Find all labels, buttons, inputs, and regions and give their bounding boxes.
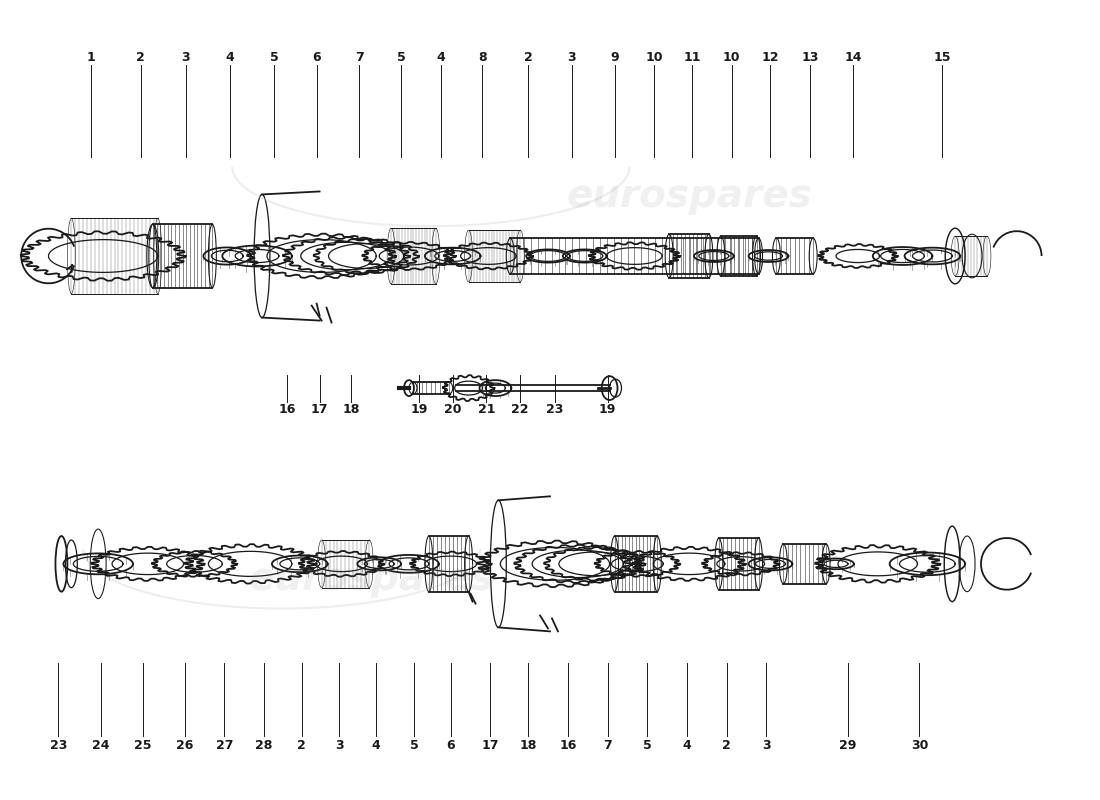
Text: 24: 24 [92,739,110,752]
Text: eurospares: eurospares [566,178,812,215]
Text: 14: 14 [844,51,861,64]
Text: 22: 22 [512,403,529,417]
Text: 7: 7 [355,51,364,64]
Text: 2: 2 [723,739,732,752]
Text: 16: 16 [559,739,576,752]
Text: 19: 19 [598,403,616,417]
Text: 3: 3 [182,51,190,64]
Text: 5: 5 [642,739,651,752]
Text: 27: 27 [216,739,233,752]
Text: 21: 21 [477,403,495,417]
Text: 3: 3 [568,51,576,64]
Text: 18: 18 [519,739,537,752]
Text: 16: 16 [278,403,296,417]
Text: eurospares: eurospares [249,560,494,598]
Text: 8: 8 [478,51,487,64]
Text: 3: 3 [336,739,344,752]
Text: 13: 13 [802,51,818,64]
Text: 26: 26 [176,739,194,752]
Text: 5: 5 [409,739,418,752]
Text: 9: 9 [610,51,619,64]
Text: 5: 5 [270,51,278,64]
Text: 23: 23 [547,403,563,417]
Text: 30: 30 [911,739,928,752]
Text: 15: 15 [934,51,952,64]
Text: 11: 11 [683,51,701,64]
Text: 6: 6 [312,51,321,64]
Text: 23: 23 [50,739,67,752]
Text: 28: 28 [255,739,273,752]
Text: 12: 12 [761,51,779,64]
Text: 2: 2 [297,739,306,752]
Text: 5: 5 [397,51,406,64]
Text: 19: 19 [410,403,428,417]
Text: 2: 2 [524,51,532,64]
Text: 10: 10 [646,51,663,64]
Text: 25: 25 [134,739,152,752]
Text: 17: 17 [311,403,329,417]
Text: 29: 29 [839,739,857,752]
Text: 20: 20 [444,403,461,417]
Text: 7: 7 [603,739,612,752]
Text: 4: 4 [226,51,234,64]
Text: 10: 10 [723,51,740,64]
Text: 1: 1 [87,51,96,64]
Text: 18: 18 [343,403,360,417]
Text: 4: 4 [372,739,381,752]
Text: 4: 4 [683,739,692,752]
Text: 4: 4 [437,51,446,64]
Text: 2: 2 [136,51,145,64]
Text: 17: 17 [482,739,499,752]
Text: 6: 6 [447,739,455,752]
Text: 3: 3 [762,739,771,752]
